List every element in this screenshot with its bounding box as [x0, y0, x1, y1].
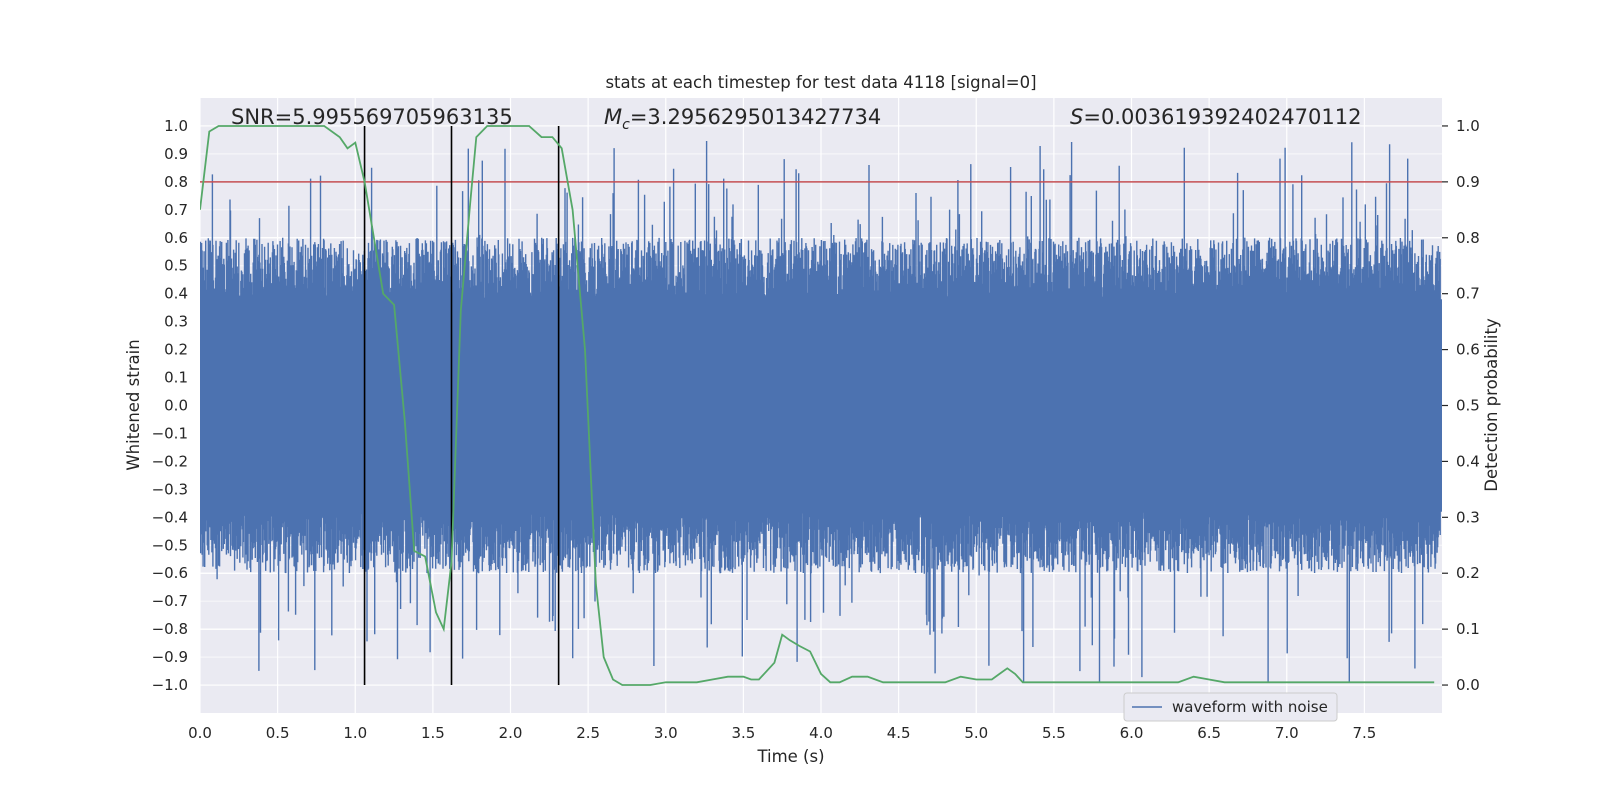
y-tick-label: 0.5	[164, 257, 188, 275]
y-tick-label: −0.3	[152, 480, 188, 498]
vertical-markers	[363, 125, 560, 686]
y2-tick-label: 0.0	[1456, 676, 1480, 694]
y2-tick-label: 0.4	[1456, 452, 1480, 470]
detection-probability-line	[200, 125, 1435, 686]
x-tick-label: 1.5	[421, 724, 445, 742]
statistic-symbol: S	[1070, 105, 1083, 129]
x-tick-label: 6.0	[1120, 724, 1144, 742]
waveform-core-band	[200, 299, 1442, 512]
chirp-mass-subscript: c	[622, 117, 630, 133]
y-axis-label: Whitened strain	[124, 339, 143, 470]
y-tick-label: −0.1	[152, 424, 188, 442]
y2-tick-label: 0.9	[1456, 173, 1480, 191]
y-tick-label: −0.8	[152, 620, 188, 638]
legend: waveform with noise	[1123, 692, 1338, 722]
legend-frame	[1123, 692, 1338, 722]
y2-tick-label: 0.2	[1456, 564, 1480, 582]
y-tick-label: −0.7	[152, 592, 188, 610]
y-tick-label: 0.3	[164, 313, 188, 331]
y-tick-label: −0.5	[152, 536, 188, 554]
detection-probability-series	[200, 125, 1435, 686]
y2-tick-label: 0.8	[1456, 229, 1480, 247]
statistic-annotation: S=0.003619392402470112	[1070, 105, 1361, 129]
statistic-value: =0.003619392402470112	[1083, 105, 1361, 129]
y-tick-label: −1.0	[152, 676, 188, 694]
y-tick-label: −0.2	[152, 452, 188, 470]
legend-label: waveform with noise	[1172, 698, 1328, 716]
x-tick-label: 2.5	[576, 724, 600, 742]
x-tick-label: 3.5	[731, 724, 755, 742]
x-tick-label: 4.0	[809, 724, 833, 742]
y-tick-label: 0.2	[164, 341, 188, 359]
y2-tick-label: 1.0	[1456, 117, 1480, 135]
y-tick-label: 0.8	[164, 173, 188, 191]
y-tick-label: −0.6	[152, 564, 188, 582]
chirp-mass-symbol: M	[604, 105, 622, 129]
y-tick-label: 0.1	[164, 369, 188, 387]
x-tick-label: 6.5	[1197, 724, 1221, 742]
y2-axis-label: Detection probability	[1482, 318, 1501, 492]
x-tick-label: 2.0	[499, 724, 523, 742]
x-tick-label: 4.5	[887, 724, 911, 742]
chirp-mass-annotation: Mc=3.2956295013427734	[604, 105, 881, 133]
x-tick-label: 5.0	[964, 724, 988, 742]
y-axis-ticks: 1.0 0.9 0.8 0.7 0.6 0.5 0.4 0.3 0.2 0.1 0.0 −0.1 −0.…	[152, 117, 188, 694]
y2-tick-label: 0.3	[1456, 508, 1480, 526]
chart-title: stats at each timestep for test data 411…	[605, 73, 1036, 92]
y2-tick-label: 0.1	[1456, 620, 1480, 638]
x-axis-ticks: 0.0 0.5 1.0 1.5 2.0 2.5 3.0 3.5 4.0 4.5 5.0 5.5 6.0 6…	[188, 724, 1376, 742]
waveform-with-noise-series	[200, 141, 1442, 683]
y-tick-label: 0.0	[164, 397, 188, 415]
x-tick-label: 5.5	[1042, 724, 1066, 742]
y2-tick-label: 0.7	[1456, 285, 1480, 303]
x-tick-label: 7.0	[1275, 724, 1299, 742]
x-tick-label: 7.5	[1352, 724, 1376, 742]
y-tick-label: 0.9	[164, 145, 188, 163]
x-tick-label: 3.0	[654, 724, 678, 742]
snr-annotation: SNR=5.995569705963135	[231, 105, 513, 129]
y2-tick-label: 0.6	[1456, 341, 1480, 359]
y-tick-label: 0.7	[164, 201, 188, 219]
y-tick-label: −0.4	[152, 508, 188, 526]
y-tick-label: 0.4	[164, 285, 188, 303]
x-tick-label: 1.0	[343, 724, 367, 742]
y-tick-label: −0.9	[152, 648, 188, 666]
x-tick-label: 0.5	[266, 724, 290, 742]
x-axis-label: Time (s)	[756, 747, 824, 766]
y-tick-label: 1.0	[164, 117, 188, 135]
y2-axis-ticks: 1.0 0.9 0.8 0.7 0.6 0.5 0.4 0.3 0.2 0.1 0.0	[1442, 117, 1480, 694]
chirp-mass-value: =3.2956295013427734	[630, 105, 881, 129]
y-tick-label: 0.6	[164, 229, 188, 247]
y2-tick-label: 0.5	[1456, 397, 1480, 415]
x-tick-label: 0.0	[188, 724, 212, 742]
